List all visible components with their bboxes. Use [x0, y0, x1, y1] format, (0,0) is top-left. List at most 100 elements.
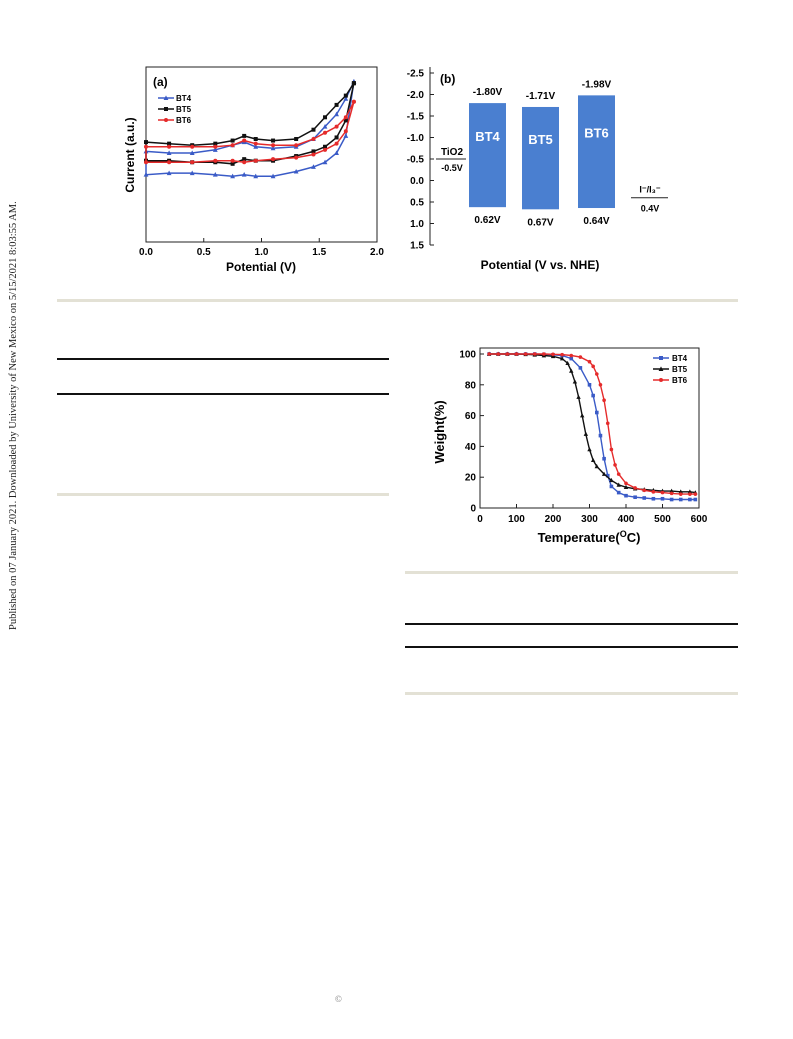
- cv-point-bt5: [294, 137, 299, 141]
- cv-point-bt5: [242, 133, 247, 138]
- tga-ticks: 0 100 200 300 400 500 600 0 20 40 60 80 100: [459, 350, 707, 526]
- cv-point-bt5: [230, 138, 235, 143]
- cv-x-ticks: 0.0 0.5 1.0 1.5 2.0: [139, 238, 384, 258]
- energy-bar-name-bt6: BT6: [584, 126, 609, 141]
- cv-legend-marker-bt4: [163, 95, 169, 100]
- tga-curves: [486, 351, 698, 502]
- cv-point-bt6: [144, 160, 148, 165]
- tga-point-bt6: [595, 372, 599, 376]
- energy-bar-name-bt5: BT5: [528, 132, 553, 147]
- cv-point-bt6: [311, 137, 316, 141]
- tga-legend-label-bt5: BT5: [672, 365, 688, 374]
- cv-point-bt5: [334, 135, 339, 140]
- energy-y-tick-label: 1.5: [410, 241, 424, 252]
- tga-point-bt5: [623, 484, 629, 490]
- cv-legend-marker-bt5: [164, 107, 168, 111]
- tga-point-bt6: [523, 352, 528, 356]
- tga-x-tick-label: 600: [691, 514, 708, 525]
- cv-point-bt6: [213, 158, 218, 163]
- tga-point-bt4: [624, 493, 628, 498]
- cv-point-bt6: [351, 99, 356, 104]
- tga-point-bt4: [569, 356, 574, 361]
- tio2-value-label: -0.5V: [441, 163, 463, 173]
- tga-point-bt5: [601, 471, 607, 476]
- tga-y-tick-label: 100: [459, 350, 476, 361]
- tga-point-bt4: [591, 393, 595, 398]
- cv-x-tick-label: 2.0: [370, 247, 384, 258]
- cv-y-axis-label: Current (a.u.): [123, 117, 137, 192]
- energy-bar-bt5: [522, 106, 559, 210]
- tga-point-bt5: [609, 477, 614, 483]
- tga-point-bt6: [560, 352, 564, 357]
- cv-point-bt5: [343, 93, 348, 98]
- tga-x-tick-label: 200: [545, 514, 562, 525]
- tga-point-bt6: [551, 352, 555, 357]
- table-left-header-rule: [57, 393, 389, 395]
- tga-point-bt6: [587, 359, 592, 364]
- cv-point-bt4: [293, 168, 299, 174]
- energy-homo-label-bt6: 0.64V: [583, 216, 609, 227]
- tga-point-bt4: [660, 496, 665, 501]
- tga-point-bt4: [678, 497, 683, 502]
- energy-reference-levels: TiO2 -0.5V I⁻/I₃⁻ 0.4V: [436, 147, 668, 214]
- cv-point-bt6: [144, 144, 148, 149]
- tga-x-axis-label: Temperature(OC): [538, 529, 641, 545]
- iodide-label: I⁻/I₃⁻: [639, 185, 660, 195]
- tga-point-bt6: [505, 352, 510, 356]
- cv-x-axis-label: Potential (V): [226, 260, 296, 274]
- cv-point-bt6: [253, 141, 258, 146]
- tga-point-bt5: [572, 379, 578, 384]
- tga-point-bt6: [651, 490, 656, 494]
- tga-legend-label-bt6: BT6: [672, 376, 688, 385]
- tga-point-bt4: [587, 383, 592, 387]
- energy-bars: BT4 -1.80V 0.62V BT5 -1.71V 0.67V BT6 -1.98V 0.6…: [469, 79, 615, 228]
- cv-point-bt4: [270, 173, 276, 179]
- cv-point-bt4: [166, 170, 172, 176]
- energy-bar-bt4: [469, 103, 506, 208]
- energy-panel-label: (b): [440, 72, 455, 86]
- cv-point-bt4: [322, 159, 328, 165]
- tga-point-bt4: [609, 484, 614, 489]
- energy-homo-label-bt5: 0.67V: [527, 217, 553, 228]
- cv-point-bt6: [311, 152, 316, 157]
- tga-x-tick-label: 400: [618, 514, 635, 525]
- cv-point-bt5: [242, 157, 247, 162]
- figure-rule-top: [57, 299, 738, 302]
- tga-point-bt6: [514, 352, 519, 356]
- cv-point-bt5: [213, 141, 218, 146]
- tga-y-axis-label: Weight(%): [432, 400, 447, 463]
- tga-y-tick-label: 40: [465, 442, 477, 453]
- tga-legend-marker-bt5: [658, 366, 664, 371]
- tga-point-bt4: [598, 433, 603, 438]
- cv-point-bt5: [323, 115, 328, 120]
- iodide-value-label: 0.4V: [641, 204, 660, 214]
- cv-point-bt6: [323, 147, 328, 152]
- tga-point-bt5: [587, 447, 592, 452]
- tga-point-bt6: [542, 352, 546, 356]
- cv-point-bt6: [294, 155, 299, 160]
- cv-x-tick-label: 0.0: [139, 247, 153, 258]
- cv-point-bt6: [323, 130, 328, 135]
- energy-y-ticks: -2.5 -2.0 -1.5 -1.0 -0.5 0.0 0.5 1.0 1.5: [407, 69, 434, 252]
- tga-y-tick-label: 80: [465, 380, 477, 391]
- cv-point-bt4: [270, 145, 276, 151]
- cv-point-bt5: [230, 161, 235, 166]
- tga-point-bt4: [633, 495, 637, 500]
- tga-point-bt5: [565, 360, 570, 366]
- tga-point-bt6: [609, 447, 614, 452]
- tga-x-tick-label: 300: [581, 514, 598, 525]
- tga-curve-bt5: [489, 353, 696, 494]
- tga-point-bt6: [693, 492, 698, 496]
- cv-point-bt4: [253, 144, 259, 149]
- tga-point-bt4: [669, 497, 674, 502]
- figure-energy-level-chart: -2.5 -2.0 -1.5 -1.0 -0.5 0.0 0.5 1.0 1.5 (b) BT4…: [407, 67, 668, 272]
- cv-point-bt6: [242, 160, 247, 165]
- cv-point-bt4: [343, 96, 349, 101]
- energy-lumo-label-bt5: -1.71V: [526, 91, 556, 102]
- tga-point-bt6: [688, 492, 692, 496]
- energy-lumo-label-bt6: -1.98V: [582, 79, 612, 90]
- table-right-bottom-rule: [405, 692, 738, 695]
- tga-legend-label-bt4: BT4: [672, 354, 688, 363]
- cv-legend-label-bt5: BT5: [176, 105, 192, 114]
- tga-point-bt4: [602, 456, 606, 461]
